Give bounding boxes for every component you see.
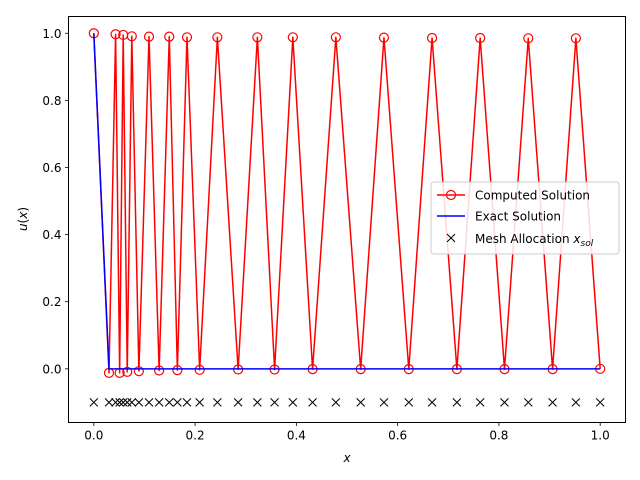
mesh-point xyxy=(308,398,317,407)
mesh-point xyxy=(379,398,389,407)
mesh-point xyxy=(270,398,279,407)
mesh-point xyxy=(182,398,192,407)
computed-solution-point xyxy=(194,364,205,375)
legend-mesh-marker-icon xyxy=(446,233,456,243)
mesh-point xyxy=(523,398,533,407)
y-tick-label: 0.4 xyxy=(42,228,61,242)
x-tick-label: 0.6 xyxy=(388,429,407,443)
mesh-point xyxy=(288,398,298,407)
computed-solution-point xyxy=(378,32,390,43)
legend-exact-label: Exact Solution xyxy=(475,210,561,224)
mesh-point xyxy=(134,398,144,407)
mesh-point xyxy=(331,398,341,407)
x-tick-label: 0.8 xyxy=(489,429,508,443)
x-ticks: 0.0 0.2 0.4 0.6 0.8 1.0 xyxy=(84,422,610,443)
computed-solution-point xyxy=(212,32,223,43)
computed-solution-point xyxy=(475,32,486,44)
computed-solution-point xyxy=(330,32,341,43)
y-axis-label-func: u xyxy=(16,223,30,231)
legend-box xyxy=(430,181,620,255)
mesh-point xyxy=(164,398,174,407)
plot-frame xyxy=(68,16,626,423)
x-axis-label: x xyxy=(342,451,351,465)
computed-solution-point xyxy=(181,32,193,43)
computed-solution-point xyxy=(143,31,155,42)
legend-mesh-var: x xyxy=(572,232,581,246)
mesh-point xyxy=(356,398,366,407)
mesh-point xyxy=(253,398,262,407)
mesh-point xyxy=(173,398,182,407)
mesh-point xyxy=(571,398,581,407)
y-tick-label: 1.0 xyxy=(42,27,61,41)
mesh-point xyxy=(233,398,243,407)
computed-solution-point xyxy=(164,31,175,42)
mesh-point xyxy=(500,398,509,407)
computed-solution-point xyxy=(252,32,263,43)
exact-solution-line xyxy=(93,33,601,370)
x-tick-label: 0.4 xyxy=(287,429,306,443)
x-tick-label: 1.0 xyxy=(591,429,610,443)
mesh-point xyxy=(118,398,128,407)
legend-computed-label: Computed Solution xyxy=(475,189,590,203)
computed-solution-point xyxy=(122,366,133,377)
computed-solution-point xyxy=(172,365,183,376)
mesh-point xyxy=(452,398,462,407)
mesh-point xyxy=(115,398,124,407)
mesh-point xyxy=(144,398,154,407)
x-tick-label: 0.0 xyxy=(84,429,103,443)
y-axis-label-open-paren: ( xyxy=(16,219,30,224)
mesh-point xyxy=(127,398,137,407)
computed-solution-point xyxy=(570,33,581,44)
mesh-point xyxy=(404,398,414,407)
mesh-point xyxy=(548,398,557,407)
mesh-point xyxy=(89,398,99,407)
mesh-point xyxy=(104,398,114,407)
x-tick-label: 0.2 xyxy=(186,429,205,443)
y-axis-label: u(x) xyxy=(16,207,30,231)
legend-mesh-prefix: Mesh Allocation xyxy=(475,232,573,246)
mesh-point xyxy=(122,398,132,407)
legend-mesh-label: Mesh Allocation xsol xyxy=(475,232,594,249)
y-axis-label-close-paren: ) xyxy=(16,207,30,212)
mesh-point xyxy=(427,398,437,407)
legend-mesh-sub: sol xyxy=(581,239,594,249)
mesh-point xyxy=(154,398,164,407)
y-tick-label: 0.2 xyxy=(42,295,61,309)
computed-solution-point xyxy=(110,29,121,40)
computed-solution-point xyxy=(287,32,298,43)
computed-solution-line xyxy=(93,33,601,374)
computed-solution-point xyxy=(126,31,137,42)
legend-computed-marker-icon xyxy=(445,189,457,201)
mesh-point xyxy=(213,398,222,407)
mesh-point xyxy=(595,398,605,407)
computed-solution-point xyxy=(154,365,165,376)
y-tick-label: 0.6 xyxy=(42,161,61,175)
legend: Computed Solution Exact Solution Mesh Al… xyxy=(430,181,620,255)
y-axis-label-arg: x xyxy=(16,211,30,220)
computed-solution-point xyxy=(426,32,438,44)
mesh-point xyxy=(111,398,120,407)
computed-solution-point xyxy=(133,366,144,377)
computed-solution-point xyxy=(523,33,534,44)
mesh-point xyxy=(195,398,205,407)
y-ticks: 0.0 0.2 0.4 0.6 0.8 1.0 xyxy=(42,27,69,376)
plot-layer xyxy=(88,28,606,407)
mesh-point xyxy=(475,398,485,407)
y-tick-label: 0.8 xyxy=(42,94,61,108)
y-tick-label: 0.0 xyxy=(42,362,61,376)
